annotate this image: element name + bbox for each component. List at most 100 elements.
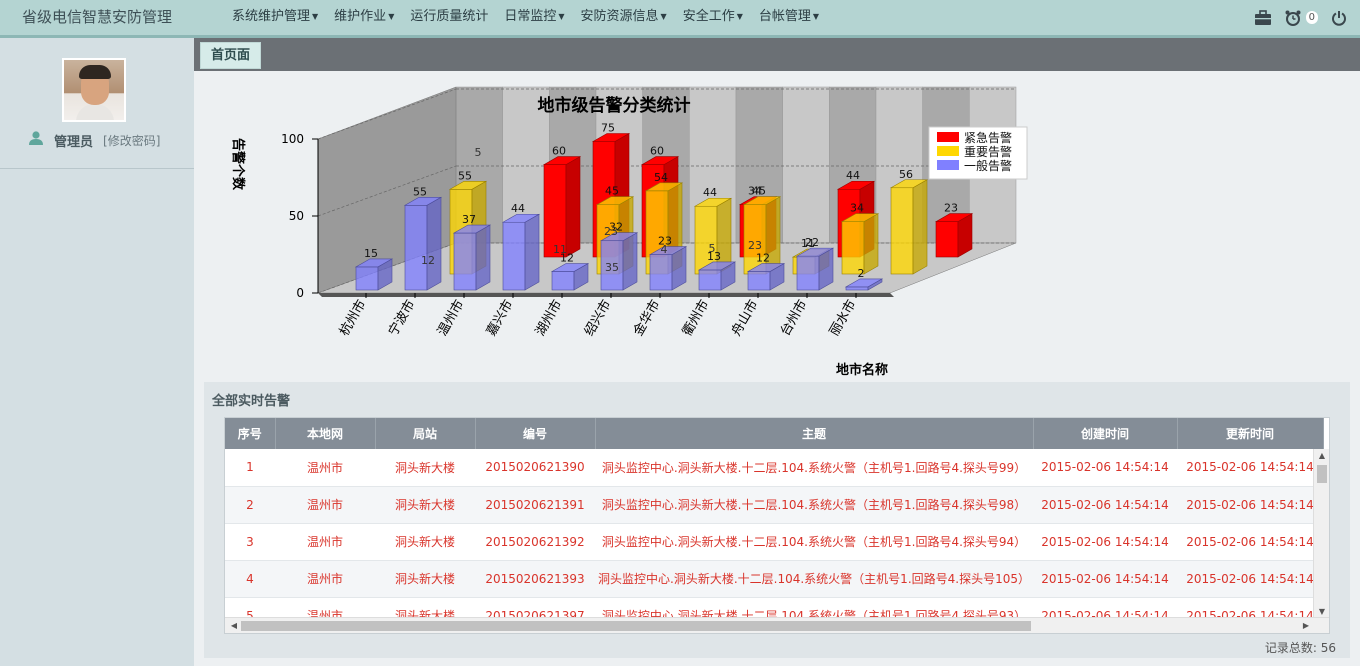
chart-bar-top: [742, 196, 782, 205]
alarms-panel-title: 全部实时告警: [212, 394, 291, 409]
column-header[interactable]: 创建时间: [1033, 418, 1178, 449]
chart-bar-top: [452, 224, 492, 234]
chart-bar-top: [844, 278, 884, 288]
x-tick-label: 湖州市: [532, 297, 565, 339]
data-label: 45: [605, 185, 619, 198]
chart-back-wall: [782, 86, 830, 244]
chart-bar-top: [697, 261, 737, 271]
change-password-link[interactable]: [修改密码]: [103, 133, 161, 148]
scroll-right-icon[interactable]: ▶: [1302, 621, 1310, 630]
scroll-left-icon[interactable]: ◀: [230, 621, 238, 630]
column-header[interactable]: 更新时间: [1177, 418, 1324, 449]
power-icon[interactable]: [1330, 9, 1348, 27]
table-cell: 温州市: [275, 523, 375, 561]
column-header[interactable]: 本地网: [275, 418, 376, 449]
table-cell: 洞头新大楼: [375, 523, 475, 561]
table-cell: 温州市: [275, 486, 375, 524]
menu-item-0[interactable]: 系统维护管理 ▼: [224, 0, 326, 35]
x-tick-label: 丽水市: [826, 297, 859, 339]
column-header[interactable]: 编号: [475, 418, 596, 449]
chart-bar-top: [403, 197, 443, 206]
table-row[interactable]: 1 温州市 洞头新大楼 2015020621390 洞头监控中心.洞头新大楼.十二层.1…: [225, 449, 1323, 487]
chart-bar-top: [591, 133, 631, 142]
y-tick-label: 100: [281, 132, 304, 146]
data-label: 55: [413, 185, 427, 198]
scroll-up-icon[interactable]: ▲: [1318, 451, 1326, 460]
table-row[interactable]: 4 温州市 洞头新大楼 2015020621393 洞头监控中心.洞头新大楼.十二层.1…: [225, 560, 1323, 598]
table-cell: 4: [225, 560, 275, 598]
scroll-down-icon[interactable]: ▼: [1318, 607, 1326, 616]
chart-bar: [935, 221, 959, 258]
chart-gridline: [317, 165, 457, 217]
data-label: 15: [364, 247, 378, 260]
data-label: 56: [899, 168, 913, 181]
data-label: 54: [654, 171, 668, 184]
data-label: 34: [748, 185, 762, 198]
chart-bar-top: [840, 213, 880, 222]
chart-bar-side: [622, 232, 638, 291]
chart-bar: [551, 271, 575, 291]
chart-bar-top: [795, 247, 835, 257]
caret-down-icon: ▼: [660, 12, 667, 21]
menu-item-label: 运行质量统计: [410, 9, 489, 24]
menu-item-6[interactable]: 台帐管理 ▼: [751, 0, 827, 35]
alarm-clock-icon[interactable]: [1284, 9, 1302, 27]
column-header[interactable]: 序号: [225, 418, 276, 449]
user-icon: [28, 130, 44, 150]
table-cell: 2015020621390: [475, 449, 595, 487]
data-label: 5: [475, 146, 482, 159]
vertical-scrollbar[interactable]: ▲ ▼: [1313, 449, 1329, 619]
chart-bar-top: [550, 263, 590, 272]
menu-item-4[interactable]: 安防资源信息 ▼: [573, 0, 675, 35]
y-tick-label: 0: [296, 286, 304, 300]
tab-bar: 首页面: [194, 38, 1360, 71]
data-label: 11: [553, 243, 567, 256]
sidebar: 管理员 [修改密码]: [0, 38, 194, 666]
legend-label: 重要告警: [964, 144, 1012, 159]
chart-bar-side: [863, 213, 879, 275]
data-label: 45: [752, 185, 766, 198]
table-cell: 2015020621392: [475, 523, 595, 561]
tab-home[interactable]: 首页面: [200, 42, 262, 69]
table-cell: 2015-02-06 14:54:14: [1177, 486, 1323, 524]
menu-item-1[interactable]: 维护作业 ▼: [326, 0, 402, 35]
chart-bar-top: [542, 156, 582, 165]
chart-bar-top: [501, 213, 541, 223]
table-row[interactable]: 3 温州市 洞头新大楼 2015020621392 洞头监控中心.洞头新大楼.十二层.1…: [225, 523, 1323, 561]
table-cell: 2015-02-06 14:54:14: [1033, 486, 1177, 524]
chart-bar: [355, 266, 379, 291]
menu-item-3[interactable]: 日常监控 ▼: [496, 0, 572, 35]
column-header[interactable]: 局站: [375, 418, 476, 449]
chart-bar: [747, 271, 771, 291]
horizontal-scroll-thumb[interactable]: [241, 621, 1031, 631]
menu-item-label: 安防资源信息: [580, 9, 659, 24]
y-axis-label: 告警个数: [230, 138, 246, 191]
avatar: [62, 58, 126, 122]
data-label: 22: [805, 236, 819, 249]
legend-swatch: [937, 146, 959, 156]
menu-item-5[interactable]: 安全工作 ▼: [675, 0, 751, 35]
table-cell: 1: [225, 449, 275, 487]
chart-bar-side: [912, 179, 928, 275]
data-label: 12: [560, 252, 574, 265]
chart-bar: [890, 187, 914, 275]
x-tick-label: 宁波市: [385, 297, 418, 339]
chart-bar-top: [746, 263, 786, 272]
table-cell: 2015-02-06 14:54:14: [1177, 560, 1323, 598]
x-tick-label: 嘉兴市: [483, 297, 516, 339]
briefcase-icon[interactable]: [1254, 9, 1272, 27]
data-label: 32: [609, 221, 623, 234]
menu-item-2[interactable]: 运行质量统计: [402, 0, 496, 35]
x-axis-label: 地市名称: [836, 362, 888, 378]
table-cell: 2015020621393: [475, 560, 595, 598]
data-label: 35: [605, 261, 619, 274]
table-row[interactable]: 2 温州市 洞头新大楼 2015020621391 洞头监控中心.洞头新大楼.十二层.1…: [225, 486, 1323, 524]
table-cell: 洞头新大楼: [375, 486, 475, 524]
x-tick-label: 衢州市: [679, 297, 712, 339]
chart-bar-side: [524, 213, 540, 291]
column-header[interactable]: 主题: [595, 418, 1034, 449]
horizontal-scrollbar[interactable]: ◀ ▶: [225, 617, 1329, 633]
caret-down-icon: ▼: [388, 12, 395, 21]
caret-down-icon: ▼: [812, 12, 820, 21]
vertical-scroll-thumb[interactable]: [1317, 465, 1327, 483]
